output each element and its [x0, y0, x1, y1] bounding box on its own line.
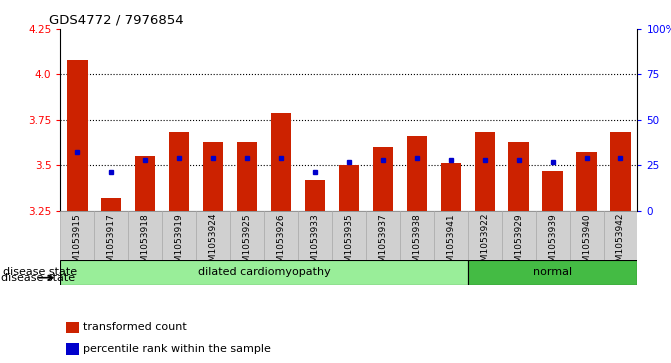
Text: GSM1053933: GSM1053933: [311, 213, 319, 274]
Bar: [101, 198, 121, 211]
Bar: [509, 142, 529, 211]
Bar: [95, 211, 128, 260]
Bar: [407, 136, 427, 211]
Bar: [66, 322, 79, 333]
Text: GDS4772 / 7976854: GDS4772 / 7976854: [49, 13, 183, 26]
Text: GSM1053922: GSM1053922: [480, 213, 489, 273]
Bar: [468, 260, 637, 285]
Bar: [400, 211, 433, 260]
Bar: [468, 211, 502, 260]
Text: GSM1053935: GSM1053935: [344, 213, 354, 274]
Text: GSM1053915: GSM1053915: [73, 213, 82, 274]
Bar: [611, 132, 631, 211]
Bar: [237, 142, 257, 211]
Bar: [332, 211, 366, 260]
Text: GSM1053919: GSM1053919: [174, 213, 184, 274]
Text: normal: normal: [533, 267, 572, 277]
Bar: [67, 60, 87, 211]
Bar: [366, 211, 400, 260]
Text: disease state: disease state: [1, 273, 75, 283]
Bar: [603, 211, 637, 260]
Bar: [169, 132, 189, 211]
Text: disease state: disease state: [3, 267, 81, 277]
Bar: [298, 211, 332, 260]
Text: dilated cardiomyopathy: dilated cardiomyopathy: [198, 267, 330, 277]
Bar: [372, 147, 393, 211]
Bar: [135, 156, 156, 211]
Text: GSM1053940: GSM1053940: [582, 213, 591, 274]
Text: GSM1053937: GSM1053937: [378, 213, 387, 274]
Bar: [60, 260, 468, 285]
Bar: [502, 211, 535, 260]
Text: GSM1053926: GSM1053926: [276, 213, 286, 274]
Bar: [542, 171, 563, 211]
Bar: [66, 343, 79, 355]
Text: GSM1053924: GSM1053924: [209, 213, 217, 273]
Bar: [433, 211, 468, 260]
Bar: [203, 142, 223, 211]
Bar: [570, 211, 603, 260]
Bar: [535, 211, 570, 260]
Text: GSM1053929: GSM1053929: [514, 213, 523, 274]
Bar: [162, 211, 196, 260]
Text: GSM1053918: GSM1053918: [141, 213, 150, 274]
Text: GSM1053941: GSM1053941: [446, 213, 455, 274]
Text: GSM1053925: GSM1053925: [243, 213, 252, 274]
Text: transformed count: transformed count: [83, 322, 187, 332]
Bar: [441, 163, 461, 211]
Text: percentile rank within the sample: percentile rank within the sample: [83, 343, 271, 354]
Bar: [339, 165, 359, 211]
Bar: [576, 152, 597, 211]
Text: GSM1053917: GSM1053917: [107, 213, 116, 274]
Bar: [128, 211, 162, 260]
Bar: [196, 211, 230, 260]
Bar: [474, 132, 495, 211]
Bar: [271, 113, 291, 211]
Text: GSM1053939: GSM1053939: [548, 213, 557, 274]
Bar: [60, 211, 95, 260]
Bar: [230, 211, 264, 260]
Text: GSM1053942: GSM1053942: [616, 213, 625, 273]
Bar: [264, 211, 298, 260]
Text: GSM1053938: GSM1053938: [412, 213, 421, 274]
Bar: [305, 180, 325, 211]
